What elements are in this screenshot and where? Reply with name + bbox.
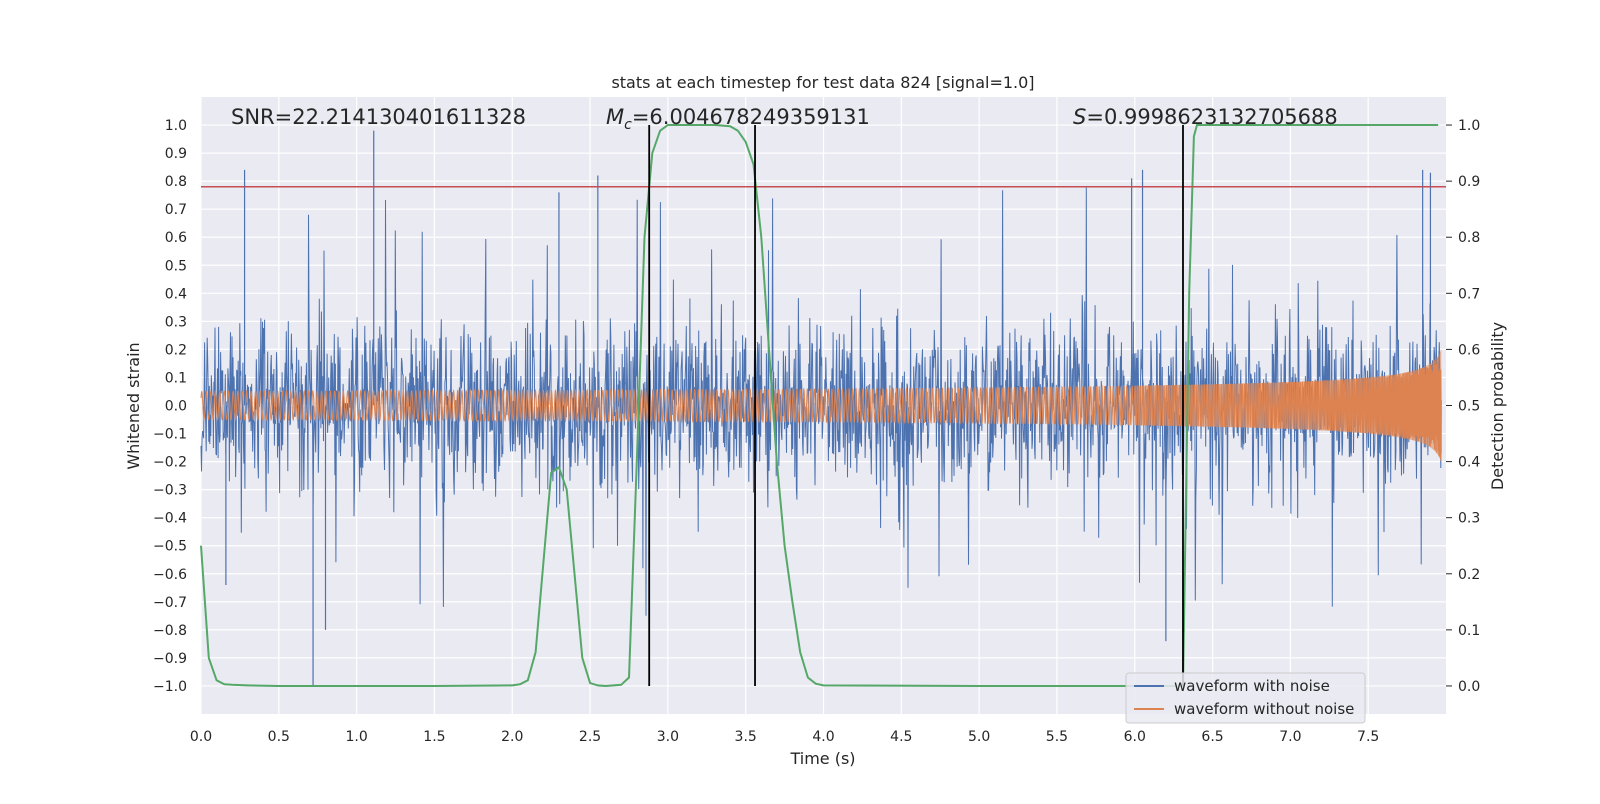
y-tick-label: −0.3 [153, 483, 187, 499]
chart-title: stats at each timestep for test data 824… [611, 73, 1034, 92]
x-tick-label: 0.5 [268, 729, 290, 745]
y2-tick-label: 0.5 [1458, 399, 1480, 415]
y-tick-label: −1.0 [153, 679, 187, 695]
y-tick-label: 0.1 [165, 370, 187, 386]
y2-tick-label: 0.1 [1458, 623, 1480, 639]
chirp-mass-subscript: c [624, 117, 632, 133]
x-tick-label: 4.5 [890, 729, 912, 745]
clean-series-group [200, 348, 1442, 463]
y2-tick-label: 0.0 [1458, 679, 1480, 695]
chirp-mass-annotation: Mc=6.004678249359131 [606, 105, 870, 133]
y-tick-label: 0.9 [165, 146, 187, 162]
stat-symbol: S [1073, 105, 1086, 129]
clean-waveform-envelope [1134, 348, 1442, 463]
y2-tick-label: 0.6 [1458, 342, 1480, 358]
y2-tick-label: 0.2 [1458, 567, 1480, 583]
x-tick-label: 1.5 [423, 729, 445, 745]
y-tick-label: −0.2 [153, 455, 187, 471]
y2-tick-label: 0.3 [1458, 511, 1480, 527]
snr-annotation: SNR=22.214130401611328 [231, 105, 526, 129]
y-tick-label: 0.0 [165, 399, 187, 415]
axes-ticks: 0.0 0.5 1.0 1.5 2.0 2.5 3.0 3.5 4.0 4.5 5.0 5.5 6.0 6… [153, 118, 1480, 745]
x-tick-label: 4.0 [812, 729, 834, 745]
y2-tick-label: 0.7 [1458, 286, 1480, 302]
x-tick-label: 3.0 [657, 729, 679, 745]
y-tick-label: 0.6 [165, 230, 187, 246]
y-tick-label: 1.0 [165, 118, 187, 134]
x-tick-label: 6.5 [1201, 729, 1223, 745]
y2-tick-label: 0.8 [1458, 230, 1480, 246]
stat-value: =0.9998623132705688 [1086, 105, 1337, 129]
x-tick-label: 1.0 [345, 729, 367, 745]
overlay-lines [201, 125, 1446, 686]
legend-label-clean: waveform without noise [1174, 700, 1354, 718]
y-tick-label: 0.2 [165, 342, 187, 358]
legend-box [1125, 672, 1366, 724]
y-axis-label: Whitened strain [124, 342, 143, 469]
stat-annotation: S=0.9998623132705688 [1073, 105, 1338, 129]
y-tick-label: 0.8 [165, 174, 187, 190]
y-tick-label: −0.8 [153, 623, 187, 639]
y2-axis-label: Detection probability [1488, 322, 1507, 490]
y-tick-label: −0.5 [153, 539, 187, 555]
x-tick-label: 2.5 [579, 729, 601, 745]
x-tick-label: 2.0 [501, 729, 523, 745]
y-tick-label: 0.4 [165, 286, 187, 302]
legend-label-noisy: waveform with noise [1174, 677, 1330, 695]
x-tick-label: 7.5 [1357, 729, 1379, 745]
x-axis-label: Time (s) [789, 749, 855, 768]
chirp-mass-value: =6.004678249359131 [632, 105, 870, 129]
y-tick-label: 0.5 [165, 258, 187, 274]
y-tick-label: −0.6 [153, 567, 187, 583]
legend: waveform with noise waveform without noi… [1125, 672, 1366, 724]
y2-tick-label: 0.4 [1458, 455, 1480, 471]
y-tick-label: 0.7 [165, 202, 187, 218]
x-tick-label: 6.0 [1124, 729, 1146, 745]
y-tick-label: −0.7 [153, 595, 187, 611]
x-tick-label: 3.5 [735, 729, 757, 745]
x-tick-label: 7.0 [1279, 729, 1301, 745]
y-tick-label: −0.1 [153, 427, 187, 443]
y-tick-label: −0.9 [153, 651, 187, 667]
y-tick-label: 0.3 [165, 314, 187, 330]
x-tick-label: 0.0 [190, 729, 212, 745]
x-tick-label: 5.0 [968, 729, 990, 745]
y2-tick-label: 1.0 [1458, 118, 1480, 134]
x-tick-label: 5.5 [1046, 729, 1068, 745]
y-tick-label: −0.4 [153, 511, 187, 527]
y2-tick-label: 0.9 [1458, 174, 1480, 190]
chirp-mass-symbol: M [606, 105, 624, 129]
